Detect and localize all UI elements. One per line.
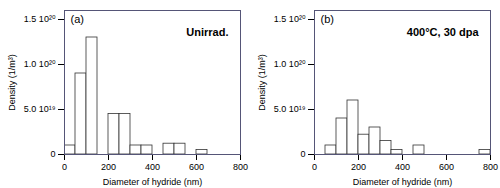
svg-text:5.0 10¹⁹: 5.0 10¹⁹	[274, 104, 306, 114]
svg-text:1.0 10²⁰: 1.0 10²⁰	[24, 59, 56, 69]
svg-text:Density (1/m³): Density (1/m³)	[257, 54, 267, 111]
svg-text:Diameter of hydride (nm): Diameter of hydride (nm)	[353, 177, 453, 187]
svg-text:Diameter of hydride (nm): Diameter of hydride (nm)	[103, 177, 203, 187]
svg-text:0: 0	[62, 162, 67, 172]
svg-text:Density (1/m³): Density (1/m³)	[7, 54, 17, 111]
svg-text:400: 400	[145, 162, 160, 172]
svg-text:5.0 10¹⁹: 5.0 10¹⁹	[24, 104, 56, 114]
svg-text:200: 200	[351, 162, 366, 172]
svg-text:600: 600	[439, 162, 454, 172]
svg-text:800: 800	[483, 162, 498, 172]
svg-text:Unirrad.: Unirrad.	[186, 26, 228, 38]
svg-text:1.5 10²⁰: 1.5 10²⁰	[274, 14, 306, 24]
svg-text:0: 0	[300, 149, 305, 159]
svg-text:0: 0	[312, 162, 317, 172]
svg-text:400: 400	[395, 162, 410, 172]
svg-text:1.0 10²⁰: 1.0 10²⁰	[274, 59, 306, 69]
svg-text:400°C, 30 dpa: 400°C, 30 dpa	[407, 26, 480, 38]
svg-text:200: 200	[101, 162, 116, 172]
svg-text:0: 0	[50, 149, 55, 159]
svg-text:600: 600	[189, 162, 204, 172]
svg-text:(a): (a)	[71, 13, 84, 25]
svg-text:800: 800	[233, 162, 248, 172]
svg-text:(b): (b)	[321, 13, 334, 25]
svg-text:1.5 10²⁰: 1.5 10²⁰	[24, 14, 56, 24]
